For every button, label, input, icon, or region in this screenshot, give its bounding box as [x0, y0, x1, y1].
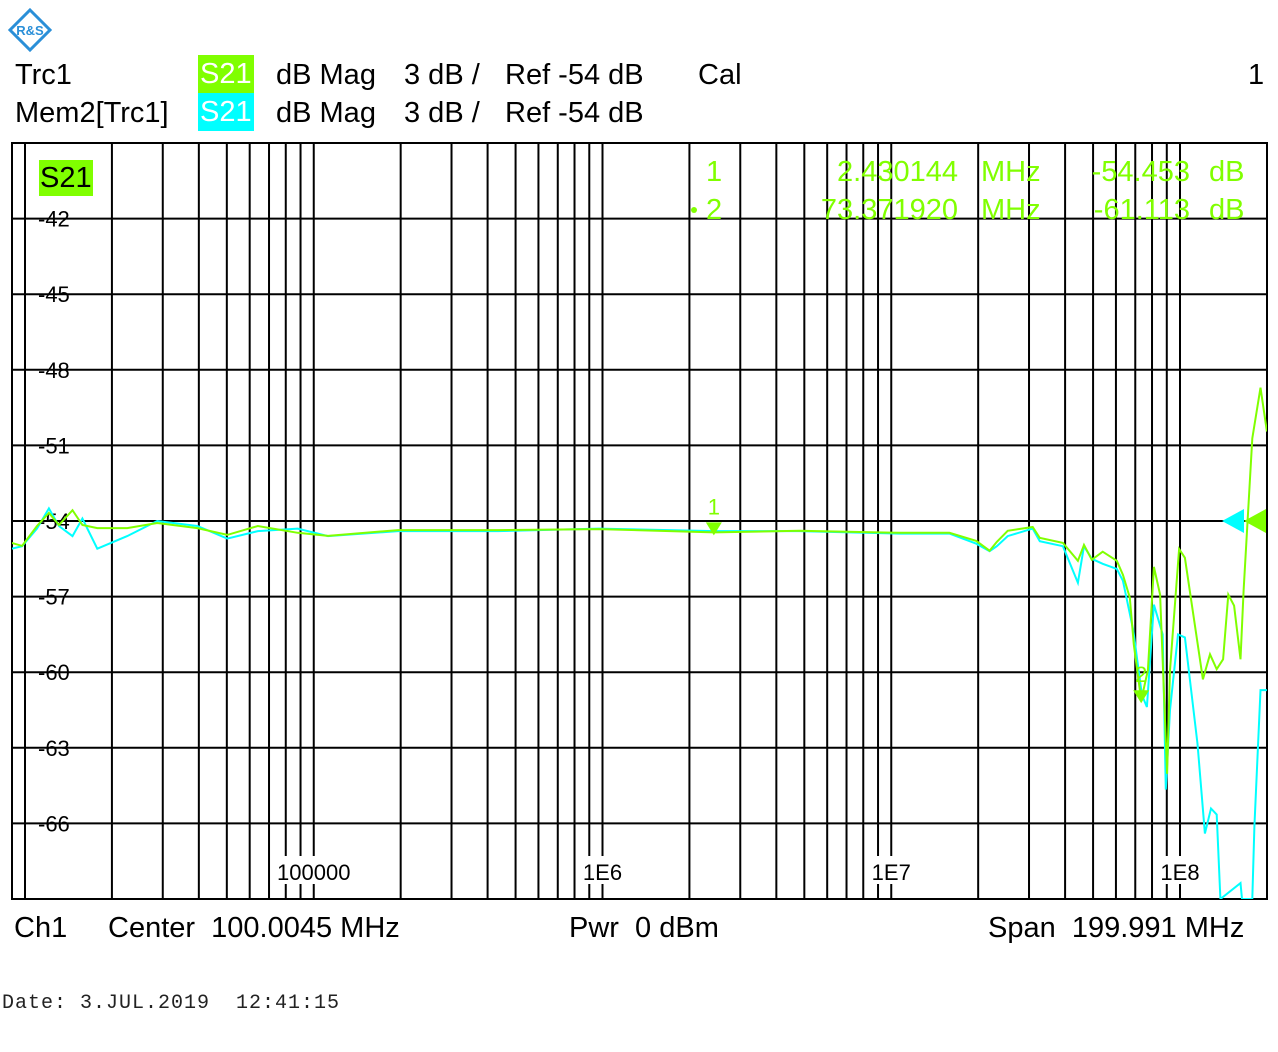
- ref-level-arrow-mem2: [1222, 509, 1244, 533]
- marker-frequency[interactable]: 73.371920: [820, 194, 958, 226]
- marker-2-triangle: [1133, 690, 1150, 704]
- ref-level-mem2[interactable]: Ref -54 dB: [505, 97, 644, 129]
- x-tick-label: 1E6: [583, 860, 622, 885]
- marker-value[interactable]: -61.113: [1093, 194, 1190, 226]
- y-tick-label: -57: [38, 585, 70, 610]
- y-tick-label: -48: [38, 358, 70, 383]
- marker-frequency[interactable]: 2.430144: [837, 156, 958, 188]
- x-tick-label-bg: [1158, 856, 1202, 884]
- marker-1-triangle: [705, 522, 722, 536]
- marker-value-unit[interactable]: dB: [1209, 156, 1245, 188]
- marker-id[interactable]: 1: [706, 156, 723, 188]
- ref-level-trc1[interactable]: Ref -54 dB: [505, 59, 644, 91]
- format-mem2[interactable]: dB Mag: [276, 97, 376, 129]
- y-tick-label: -42: [38, 207, 70, 232]
- x-tick-label-bg: [869, 856, 913, 884]
- channel-number: 1: [1248, 59, 1265, 91]
- rohde-schwarz-logo: R&S: [7, 7, 53, 53]
- center-frequency[interactable]: Center 100.0045 MHz: [108, 912, 400, 944]
- active-marker-dot-icon: [691, 207, 697, 213]
- marker-value-unit[interactable]: dB: [1209, 194, 1245, 226]
- y-tick-label: -66: [38, 811, 70, 836]
- marker-1-label: 1: [708, 494, 720, 519]
- x-tick-label: 1E7: [872, 860, 911, 885]
- span-frequency[interactable]: Span 199.991 MHz: [988, 912, 1245, 944]
- marker-id[interactable]: 2: [706, 194, 723, 226]
- x-tick-label-bg: [272, 856, 355, 884]
- x-tick-label: 1E8: [1160, 860, 1199, 885]
- param-badge-trc1[interactable]: S21: [198, 55, 254, 93]
- plot-border: [11, 142, 1268, 900]
- x-tick-label-bg: [581, 856, 624, 884]
- format-trc1[interactable]: dB Mag: [276, 59, 376, 91]
- trace-trc1: [12, 387, 1267, 774]
- power-level[interactable]: Pwr 0 dBm: [569, 912, 719, 944]
- y-tick-label: -45: [38, 282, 70, 307]
- marker-value[interactable]: -54.453: [1091, 156, 1190, 188]
- y-tick-label: -51: [38, 433, 70, 458]
- x-tick-label: 100000: [277, 860, 350, 885]
- cal-indicator: Cal: [698, 59, 742, 91]
- channel-label[interactable]: Ch1: [14, 912, 68, 944]
- y-tick-label: -63: [38, 736, 70, 761]
- trace-mem2: [12, 506, 1267, 899]
- marker-frequency-unit[interactable]: MHz: [981, 156, 1041, 188]
- ref-level-arrow-trc1: [1244, 509, 1266, 533]
- y-tick-label: -60: [38, 660, 70, 685]
- marker-2-label: 2: [1135, 662, 1147, 687]
- scale-mem2[interactable]: 3 dB /: [404, 97, 480, 129]
- date-stamp: Date: 3.JUL.2019 12:41:15: [2, 992, 341, 1015]
- active-trace-label[interactable]: S21: [39, 160, 93, 196]
- param-badge-mem2[interactable]: S21: [198, 93, 254, 131]
- trace-name-trc1[interactable]: Trc1: [15, 59, 72, 91]
- marker-frequency-unit[interactable]: MHz: [981, 194, 1041, 226]
- svg-text:R&S: R&S: [16, 23, 44, 38]
- trace-name-mem2[interactable]: Mem2[Trc1]: [15, 97, 169, 129]
- scale-trc1[interactable]: 3 dB /: [404, 59, 480, 91]
